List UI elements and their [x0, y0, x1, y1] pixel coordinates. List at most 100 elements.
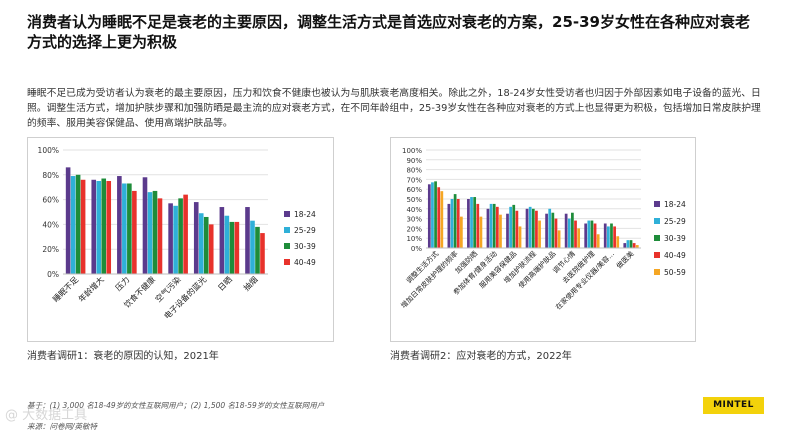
methods-bar: [515, 210, 519, 248]
causes-bar: [203, 216, 209, 274]
causes-bar: [208, 224, 214, 274]
methods-legend-label: 18-24: [664, 200, 686, 209]
methods-ytick-label: 20%: [406, 225, 422, 233]
causes-ytick-label: 20%: [42, 245, 59, 254]
methods-legend-swatch: [654, 218, 660, 224]
methods-bar: [509, 206, 512, 248]
methods-bar: [476, 203, 480, 248]
methods-bar: [616, 236, 620, 248]
methods-bar: [512, 204, 516, 248]
causes-bar: [80, 179, 86, 274]
methods-category-label: 做医美: [614, 249, 635, 270]
causes-bar: [219, 207, 225, 274]
methods-bar: [447, 203, 451, 248]
causes-legend-swatch: [284, 259, 290, 265]
source-note: 来源：问卷网/英敏特: [27, 422, 98, 431]
causes-bar: [127, 183, 132, 274]
causes-bar: [224, 215, 230, 274]
causes-ytick-label: 80%: [42, 171, 59, 180]
methods-bar: [626, 240, 630, 248]
causes-bar: [96, 181, 102, 274]
methods-bar: [629, 240, 633, 248]
methods-ytick-label: 80%: [406, 167, 422, 175]
methods-bar: [456, 199, 460, 248]
causes-bar: [178, 198, 183, 274]
methods-bar: [545, 213, 548, 248]
methods-bar: [551, 212, 555, 248]
causes-bar: [65, 167, 71, 274]
causes-bar: [157, 198, 163, 274]
causes-legend-label: 40-49: [294, 258, 316, 267]
causes-ytick-label: 0%: [47, 270, 59, 279]
methods-ytick-label: 60%: [406, 186, 422, 194]
causes-category-label: 压力: [113, 274, 131, 292]
methods-ytick-label: 30%: [406, 216, 422, 224]
causes-legend-label: 18-24: [294, 210, 316, 219]
methods-bar: [535, 210, 538, 248]
methods-ytick-label: 70%: [406, 176, 422, 184]
methods-legend-label: 30-39: [664, 234, 686, 243]
methods-bar: [571, 212, 574, 248]
methods-legend-swatch: [654, 201, 660, 207]
causes-bar: [152, 190, 158, 274]
causes-bar: [75, 174, 81, 274]
causes-bar: [173, 205, 178, 274]
methods-bar: [427, 184, 431, 248]
methods-bar: [531, 208, 535, 248]
methods-bar: [623, 243, 627, 248]
methods-bar: [460, 216, 463, 248]
causes-bar: [142, 177, 148, 274]
methods-legend-label: 25-29: [664, 217, 686, 226]
methods-ytick-label: 90%: [406, 157, 422, 165]
causes-category-label: 抽烟: [241, 274, 259, 292]
causes-bar: [245, 207, 250, 274]
causes-bar: [198, 213, 204, 274]
methods-bar: [486, 208, 490, 248]
methods-bar: [431, 182, 434, 248]
causes-bar: [255, 226, 260, 274]
methods-legend-label: 40-49: [664, 251, 686, 260]
methods-bar: [453, 194, 457, 248]
methods-legend-swatch: [654, 269, 660, 275]
causes-ytick-label: 100%: [38, 146, 59, 155]
methods-bar: [606, 226, 610, 248]
methods-bar: [450, 199, 454, 248]
chart-panel-causes: 0% 20% 40% 60% 80% 100% 睡眠不足 年龄增大 压力 饮食不健康 空气污染 电子设…: [27, 137, 334, 342]
methods-bar: [525, 208, 529, 248]
causes-bar: [229, 221, 235, 274]
causes-legend-swatch: [284, 243, 290, 249]
causes-bar: [193, 202, 199, 274]
methods-legend-swatch: [654, 235, 660, 241]
methods-bar: [557, 230, 561, 248]
methods-bar: [603, 223, 607, 248]
causes-bar: [122, 183, 127, 274]
mintel-logo: MINTEL: [703, 397, 764, 414]
methods-bar: [518, 226, 522, 248]
causes-legend-swatch: [284, 211, 290, 217]
chart-methods: 0%10%20%30%40%50%60%70%80%90%100%调整生活方式增…: [399, 147, 686, 312]
methods-bar: [567, 218, 571, 248]
causes-bar: [106, 181, 112, 274]
chart1-caption: 消费者调研1：衰老的原因的认知，2021年: [27, 351, 219, 362]
methods-bar: [489, 203, 493, 248]
causes-bar: [260, 233, 265, 274]
methods-ytick-label: 100%: [402, 147, 422, 155]
methods-bar: [467, 199, 470, 248]
methods-bar: [564, 213, 568, 248]
methods-bar: [593, 223, 597, 248]
methods-bar: [440, 191, 444, 248]
methods-legend-swatch: [654, 252, 660, 258]
methods-bar: [528, 206, 532, 248]
methods-bar: [632, 243, 636, 248]
methods-bar: [506, 213, 509, 248]
methods-legend-label: 50-59: [664, 268, 686, 277]
summary-paragraph: 睡眠不足已成为受访者认为衰老的最主要原因，压力和饮食不健康也被认为与肌肤衰老高度…: [27, 88, 761, 129]
methods-bar: [470, 197, 473, 248]
causes-bar: [168, 203, 173, 274]
footnote: 基于：(1) 3,000 名18-49岁的女性互联网用户；(2) 1,500 名…: [27, 401, 325, 410]
causes-legend-swatch: [284, 227, 290, 233]
causes-category-label: 年龄增大: [76, 274, 106, 304]
causes-ytick-label: 60%: [42, 196, 59, 205]
methods-bar: [499, 214, 502, 248]
